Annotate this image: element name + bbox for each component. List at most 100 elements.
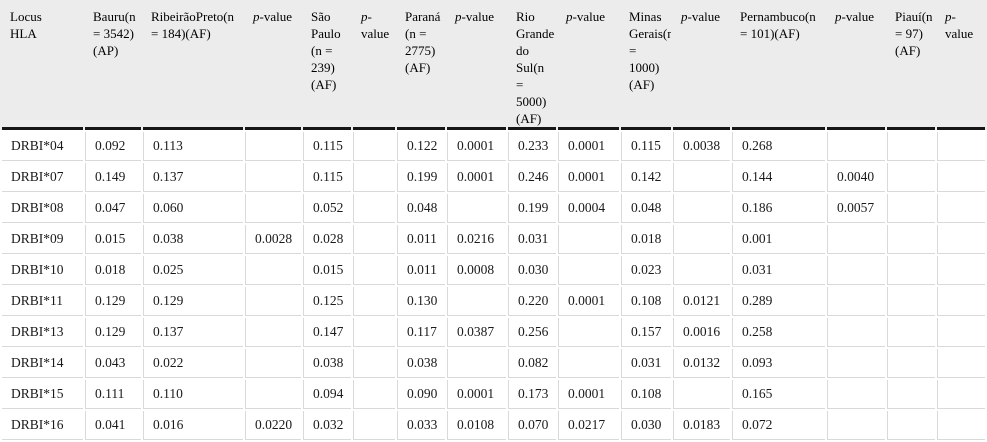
col-header-p-minas-gerais: p-value	[673, 2, 730, 130]
pvalue-cell	[353, 349, 395, 378]
frequency-cell: 0.048	[621, 194, 671, 223]
table-row: DRBI*09 0.015 0.038 0.0028 0.028 0.011 0.0216 0…	[2, 225, 985, 254]
pvalue-cell: 0.0028	[245, 225, 301, 254]
pvalue-cell: 0.0387	[447, 318, 506, 347]
pvalue-cell	[937, 380, 985, 409]
locus-cell: DRBI*11	[2, 287, 83, 316]
col-header-bauru: Bauru(n = 3542) (AP)	[85, 2, 141, 130]
table-row: DRBI*10 0.018 0.025 0.015 0.011 0.0008 0.030 0.…	[2, 256, 985, 285]
col-header-label: RibeirãoPreto(n = 184)(AF)	[151, 9, 235, 41]
col-header-sao-paulo: São Paulo (n = 239) (AF)	[303, 2, 351, 130]
col-header-rio-grande-do-sul: Rio Grande do Sul(n = 5000) (AF)	[508, 2, 556, 130]
frequency-cell: 0.031	[621, 349, 671, 378]
col-header-label: Paraná (n = 2775) (AF)	[405, 9, 441, 75]
frequency-cell	[887, 380, 935, 409]
pvalue-cell: 0.0216	[447, 225, 506, 254]
pvalue-cell	[673, 256, 730, 285]
frequency-cell: 0.090	[397, 380, 445, 409]
frequency-cell: 0.025	[143, 256, 243, 285]
header-row: Locus HLA Bauru(n = 3542) (AP) RibeirãoPre…	[2, 2, 985, 130]
frequency-cell: 0.129	[85, 287, 141, 316]
frequency-cell: 0.108	[621, 380, 671, 409]
frequency-cell: 0.256	[508, 318, 556, 347]
pvalue-cell	[827, 349, 885, 378]
table-row: DRBI*07 0.149 0.137 0.115 0.199 0.0001 0.246 0.…	[2, 163, 985, 192]
col-header-label: Pernambuco(n = 101)(AF)	[740, 9, 816, 41]
locus-cell: DRBI*10	[2, 256, 83, 285]
pvalue-cell	[937, 318, 985, 347]
table-row: DRBI*13 0.129 0.137 0.147 0.117 0.0387 0.256 0.…	[2, 318, 985, 347]
frequency-cell	[887, 225, 935, 254]
frequency-cell: 0.289	[732, 287, 825, 316]
pvalue-cell	[827, 132, 885, 161]
table-row: DRBI*11 0.129 0.129 0.125 0.130 0.220 0.0001 0.…	[2, 287, 985, 316]
pvalue-cell	[447, 287, 506, 316]
pvalue-cell	[827, 411, 885, 440]
frequency-cell: 0.130	[397, 287, 445, 316]
pvalue-cell	[937, 163, 985, 192]
frequency-cell	[887, 287, 935, 316]
table-row: DRBI*04 0.092 0.113 0.115 0.122 0.0001 0.233 0.…	[2, 132, 985, 161]
frequency-cell: 0.047	[85, 194, 141, 223]
frequency-cell: 0.052	[303, 194, 351, 223]
pvalue-cell	[245, 287, 301, 316]
frequency-cell: 0.018	[621, 225, 671, 254]
locus-cell: DRBI*07	[2, 163, 83, 192]
pvalue-cell	[937, 349, 985, 378]
frequency-cell: 0.110	[143, 380, 243, 409]
table-row: DRBI*15 0.111 0.110 0.094 0.090 0.0001 0.173 0.…	[2, 380, 985, 409]
col-header-label: Rio Grande do Sul(n = 5000) (AF)	[516, 9, 555, 126]
frequency-cell: 0.072	[732, 411, 825, 440]
frequency-cell: 0.147	[303, 318, 351, 347]
col-header-locus: Locus HLA	[2, 2, 83, 130]
col-header-label: p-value	[835, 9, 874, 24]
frequency-cell: 0.137	[143, 163, 243, 192]
pvalue-cell: 0.0001	[447, 132, 506, 161]
frequency-cell: 0.268	[732, 132, 825, 161]
pvalue-cell	[937, 194, 985, 223]
frequency-cell: 0.011	[397, 256, 445, 285]
locus-cell: DRBI*15	[2, 380, 83, 409]
pvalue-cell	[558, 225, 619, 254]
pvalue-cell	[937, 225, 985, 254]
pvalue-cell	[827, 287, 885, 316]
pvalue-cell	[245, 349, 301, 378]
pvalue-cell: 0.0220	[245, 411, 301, 440]
frequency-cell: 0.092	[85, 132, 141, 161]
col-header-label: Locus HLA	[10, 9, 42, 41]
col-header-p-rio-grande-do-sul: p-value	[558, 2, 619, 130]
pvalue-cell	[673, 225, 730, 254]
table-row: DRBI*14 0.043 0.022 0.038 0.038 0.082 0.031 0.0…	[2, 349, 985, 378]
frequency-cell: 0.142	[621, 163, 671, 192]
frequency-cell: 0.015	[303, 256, 351, 285]
frequency-cell: 0.033	[397, 411, 445, 440]
pvalue-cell	[353, 380, 395, 409]
frequency-cell: 0.186	[732, 194, 825, 223]
locus-cell: DRBI*08	[2, 194, 83, 223]
pvalue-cell	[937, 256, 985, 285]
frequency-cell: 0.149	[85, 163, 141, 192]
pvalue-cell	[673, 194, 730, 223]
col-header-label: p-value	[945, 9, 974, 41]
col-header-label: São Paulo (n = 239) (AF)	[311, 9, 341, 92]
col-header-p-parana: p-value	[447, 2, 506, 130]
frequency-cell: 0.031	[732, 256, 825, 285]
col-header-pernambuco: Pernambuco(n = 101)(AF)	[732, 2, 825, 130]
frequency-cell: 0.043	[85, 349, 141, 378]
locus-cell: DRBI*16	[2, 411, 83, 440]
col-header-ribeirao-preto: RibeirãoPreto(n = 184)(AF)	[143, 2, 243, 130]
col-header-p-ribeirao-preto: p-value	[245, 2, 301, 130]
frequency-cell	[887, 349, 935, 378]
frequency-cell: 0.122	[397, 132, 445, 161]
col-header-parana: Paraná (n = 2775) (AF)	[397, 2, 445, 130]
frequency-cell: 0.093	[732, 349, 825, 378]
pvalue-cell: 0.0001	[447, 380, 506, 409]
pvalue-cell: 0.0001	[447, 163, 506, 192]
pvalue-cell: 0.0001	[558, 287, 619, 316]
pvalue-cell	[558, 318, 619, 347]
locus-cell: DRBI*13	[2, 318, 83, 347]
frequency-cell: 0.111	[85, 380, 141, 409]
frequency-cell	[887, 163, 935, 192]
table-row: DRBI*16 0.041 0.016 0.0220 0.032 0.033 0.0108 0…	[2, 411, 985, 440]
